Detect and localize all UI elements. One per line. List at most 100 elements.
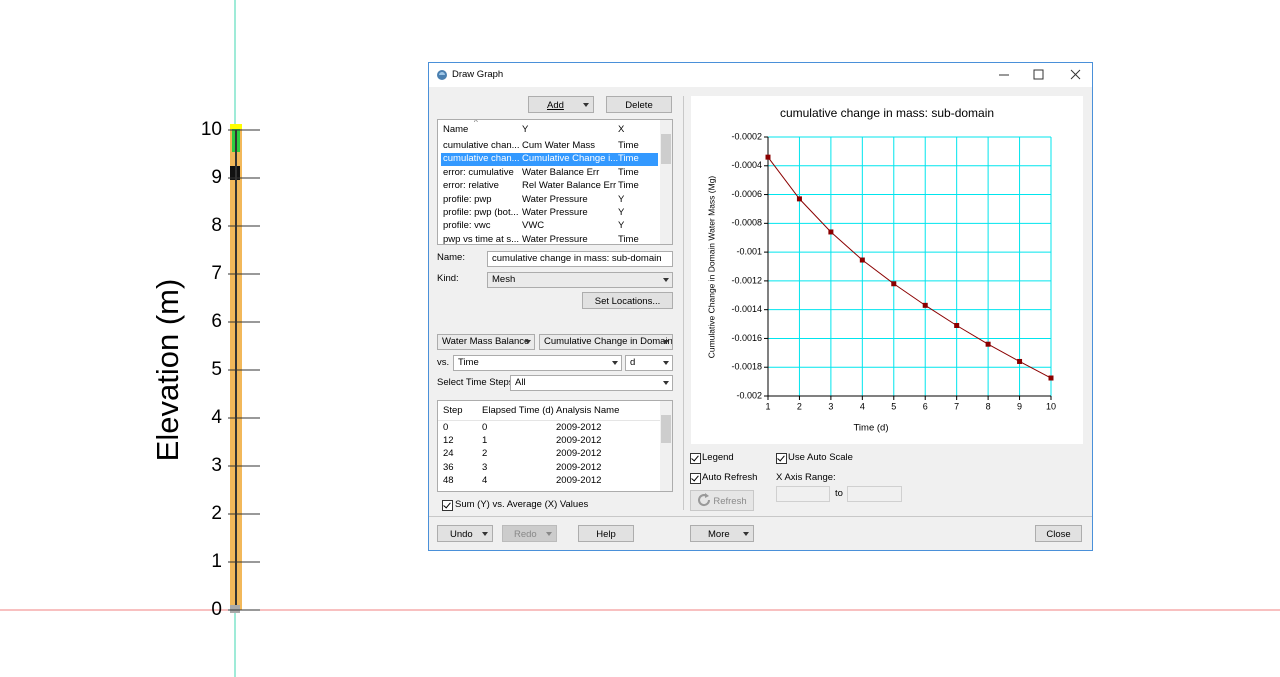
data-point xyxy=(1048,375,1054,381)
list-cell: profile: pwp (bot... xyxy=(443,207,519,218)
tick-label: 7 xyxy=(211,263,222,284)
refresh-icon xyxy=(698,493,711,507)
scroll-thumb xyxy=(661,134,671,164)
redo-button[interactable]: Redo xyxy=(502,525,557,542)
dropdown-arrow xyxy=(663,278,669,282)
kind-select[interactable]: Mesh xyxy=(487,272,673,288)
separator xyxy=(429,516,1092,517)
column-header: Analysis Name xyxy=(556,405,620,416)
y-tick-label: -0.0018 xyxy=(731,362,762,372)
graph-list[interactable]: Name Y X ^ cumulative chan... Cum Water Mass T… xyxy=(437,119,673,245)
time-steps-label: Select Time Steps: xyxy=(437,377,517,388)
data-point xyxy=(796,196,802,202)
list-cell: pwp vs time at s... xyxy=(443,233,520,245)
set-locations-button[interactable]: Set Locations... xyxy=(582,292,673,309)
tick-label: 5 xyxy=(211,359,222,380)
legend-checkbox-label: Legend xyxy=(702,452,734,463)
table-cell: 3 xyxy=(482,461,488,473)
sum-checkbox[interactable] xyxy=(442,500,453,511)
kind-label: Kind: xyxy=(437,273,459,284)
dropdown-arrow xyxy=(583,103,589,107)
dropdown-arrow xyxy=(663,361,669,365)
sum-checkbox-label: Sum (Y) vs. Average (X) Values xyxy=(455,499,589,510)
dropdown-arrow xyxy=(546,532,552,536)
tick-label: 3 xyxy=(211,455,222,476)
select-value: Time xyxy=(458,357,479,368)
tick-label: 0 xyxy=(211,599,222,620)
undo-button[interactable]: Undo xyxy=(437,525,493,542)
list-cell: Water Pressure xyxy=(522,193,588,205)
delete-button[interactable]: Delete xyxy=(606,96,672,113)
list-cell: Water Pressure xyxy=(522,233,588,245)
dropdown-arrow xyxy=(663,381,669,385)
select-value: Mesh xyxy=(492,274,516,285)
more-button[interactable]: More xyxy=(690,525,754,542)
vs-label: vs. xyxy=(437,357,450,368)
list-cell: Time xyxy=(618,140,639,151)
window-controls[interactable] xyxy=(989,67,1089,83)
table-cell: 2009-2012 xyxy=(556,435,602,447)
x-range-max-input[interactable] xyxy=(847,486,902,502)
table-cell: 24 xyxy=(443,448,454,460)
y-tick-label: -0.0006 xyxy=(731,189,762,199)
help-button[interactable]: Help xyxy=(578,525,634,542)
x-range-min-input[interactable] xyxy=(776,486,830,502)
table-cell: 0 xyxy=(443,422,449,433)
tick-label: 1 xyxy=(211,551,222,572)
add-button[interactable]: Add xyxy=(528,96,594,113)
data-point xyxy=(922,302,928,308)
x-unit-select[interactable]: d xyxy=(625,355,673,371)
x-tick-label: 1 xyxy=(765,401,770,411)
table-cell: 2009-2012 xyxy=(556,422,602,433)
y-tick-label: -0.0014 xyxy=(731,304,762,314)
x-tick-label: 2 xyxy=(797,401,802,411)
list-cell: error: relative xyxy=(443,180,499,192)
button-label: More xyxy=(708,529,730,540)
y-category-select[interactable]: Water Mass Balance xyxy=(437,334,535,350)
auto-refresh-checkbox[interactable] xyxy=(690,473,701,484)
x-tick-label: 3 xyxy=(828,401,833,411)
x-variable-select[interactable]: Time xyxy=(453,355,622,371)
column-header: Name xyxy=(443,124,469,135)
list-cell: Cumulative Change i... xyxy=(522,153,619,165)
list-cell: Cum Water Mass xyxy=(522,140,596,151)
title-bar: Draw Graph xyxy=(429,63,1092,87)
steps-table[interactable]: Step Elapsed Time (d) Analysis Name 0 0 2009-… xyxy=(437,400,673,492)
table-cell: 2 xyxy=(482,448,488,460)
table-cell: 4 xyxy=(482,474,488,486)
tick-label: 8 xyxy=(211,215,222,236)
dropdown-arrow xyxy=(482,532,488,536)
select-value: d xyxy=(630,357,636,368)
data-point xyxy=(765,154,771,160)
list-cell: Rel Water Balance Err xyxy=(522,180,617,192)
time-steps-select[interactable]: All xyxy=(510,375,673,391)
x-tick-label: 6 xyxy=(923,401,928,411)
close-button[interactable]: Close xyxy=(1035,525,1082,542)
sort-indicator: ^ xyxy=(474,119,478,127)
surface-marker xyxy=(230,124,242,129)
x-tick-label: 9 xyxy=(1017,401,1022,411)
list-cell: Water Balance Err xyxy=(522,166,600,178)
to-label: to xyxy=(835,488,843,499)
list-cell: Y xyxy=(618,207,625,218)
selected-row xyxy=(441,153,658,167)
table-cell: 36 xyxy=(443,461,454,473)
table-cell: 2009-2012 xyxy=(556,448,602,460)
list-cell: profile: pwp xyxy=(443,193,492,205)
app-icon xyxy=(437,70,447,80)
auto-scale-checkbox[interactable] xyxy=(776,453,787,464)
table-cell: 1 xyxy=(482,435,488,447)
legend-checkbox[interactable] xyxy=(690,453,701,464)
y-variable-select[interactable]: Cumulative Change in Domain W xyxy=(539,334,673,350)
dropdown-arrow xyxy=(612,361,618,365)
tick-label: 6 xyxy=(211,311,222,332)
x-tick-label: 4 xyxy=(860,401,865,411)
table-cell: 2009-2012 xyxy=(556,474,602,486)
name-input[interactable]: cumulative change in mass: sub-domain xyxy=(487,251,673,267)
select-value: Water Mass Balance xyxy=(442,336,530,347)
data-point xyxy=(828,229,834,235)
x-axis-label: Time (d) xyxy=(853,423,888,434)
x-tick-label: 8 xyxy=(986,401,991,411)
select-value: All xyxy=(515,377,526,388)
list-cell: Time xyxy=(618,233,639,245)
